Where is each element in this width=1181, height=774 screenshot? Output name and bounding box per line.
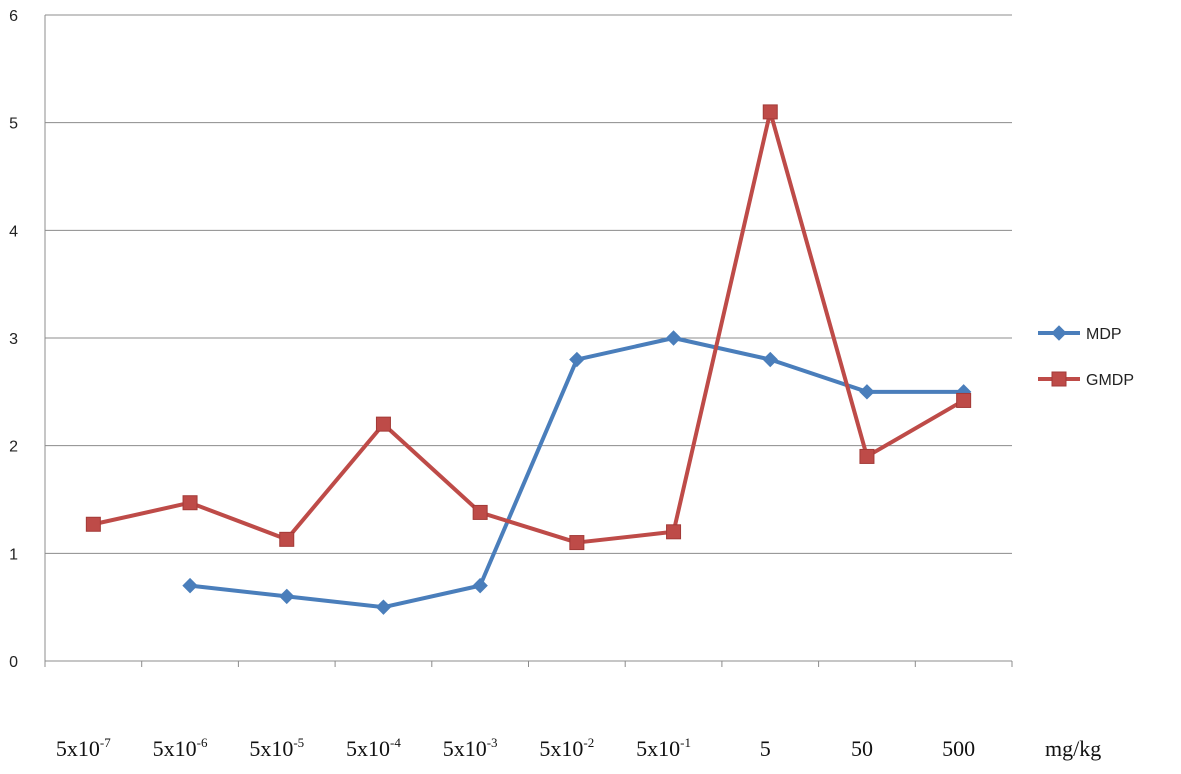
legend-label: MDP bbox=[1086, 326, 1122, 343]
x-tick-label: 5x10-5 bbox=[249, 735, 304, 761]
data-point-diamond bbox=[472, 577, 488, 594]
data-point-square bbox=[472, 504, 488, 520]
series-line bbox=[92, 109, 965, 545]
y-tick-labels: 0 1 2 3 4 5 6 bbox=[9, 8, 18, 671]
x-tick-label: 5x10-2 bbox=[539, 735, 594, 761]
x-tick-label: 5x10-4 bbox=[346, 735, 401, 761]
data-point-diamond bbox=[279, 588, 295, 605]
axes bbox=[44, 15, 1013, 667]
data-point-diamond bbox=[859, 384, 875, 400]
legend-item-gmdp: GMDP bbox=[1038, 371, 1134, 389]
data-point-diamond bbox=[665, 330, 682, 346]
legend-item-mdp: MDP bbox=[1038, 325, 1122, 343]
data-point-square bbox=[762, 104, 778, 120]
x-unit-label: mg/kg bbox=[1045, 736, 1101, 761]
data-point-square bbox=[666, 524, 682, 540]
data-point-square bbox=[182, 495, 198, 511]
data-point-diamond bbox=[569, 351, 585, 368]
data-point-square bbox=[569, 535, 585, 551]
x-tick-label: 5x10-6 bbox=[153, 735, 208, 761]
data-point-diamond bbox=[375, 599, 392, 615]
x-tick-labels: 5x10-7 5x10-6 5x10-5 5x10-4 5x10-3 5x10-2 5x10… bbox=[56, 735, 1101, 761]
x-tick-label: 5x10-7 bbox=[56, 735, 111, 761]
data-point-diamond bbox=[762, 351, 778, 368]
y-tick-label: 0 bbox=[9, 654, 18, 671]
data-point-square bbox=[956, 392, 972, 408]
y-tick-label: 6 bbox=[9, 8, 18, 25]
data-point-square bbox=[859, 448, 875, 464]
y-tick-label: 2 bbox=[9, 439, 18, 456]
y-tick-label: 4 bbox=[9, 223, 18, 240]
x-tick-label: 500 bbox=[942, 736, 975, 761]
data-point-square bbox=[279, 531, 295, 547]
x-tick-label: 50 bbox=[851, 736, 873, 761]
legend-label: GMDP bbox=[1086, 372, 1134, 389]
data-point-square bbox=[85, 516, 101, 532]
y-tick-label: 5 bbox=[9, 116, 18, 133]
data-point-square bbox=[375, 416, 391, 432]
series-mdp bbox=[182, 330, 972, 615]
legend: MDP GMDP bbox=[1038, 325, 1134, 389]
data-point-square bbox=[1051, 371, 1067, 387]
y-tick-label: 1 bbox=[9, 546, 18, 563]
series-group bbox=[85, 104, 972, 615]
series-line bbox=[189, 336, 964, 610]
x-tick-label: 5 bbox=[760, 736, 771, 761]
x-tick-label: 5x10-3 bbox=[443, 735, 498, 761]
series-gmdp bbox=[85, 104, 972, 551]
data-point-diamond bbox=[182, 577, 198, 594]
x-tick-label: 5x10-1 bbox=[636, 735, 691, 761]
gridlines bbox=[45, 14, 1012, 554]
data-point-diamond bbox=[1051, 325, 1067, 341]
y-tick-label: 3 bbox=[9, 331, 18, 348]
